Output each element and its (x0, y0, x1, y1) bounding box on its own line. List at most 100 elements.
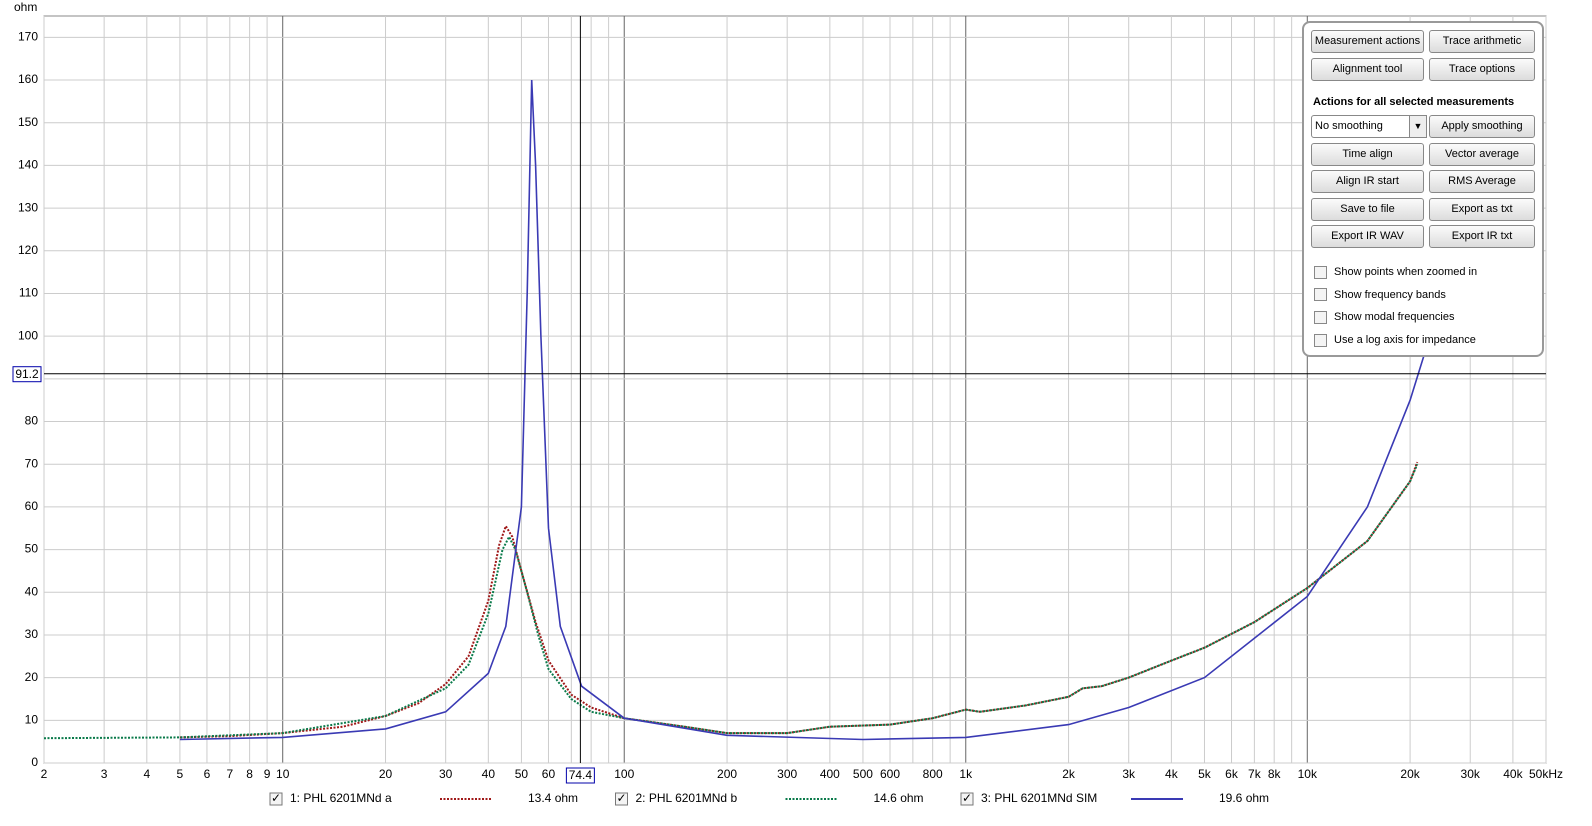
legend-label: 2: PHL 6201MNd b (636, 791, 738, 805)
series-line (44, 463, 1419, 740)
series-line (179, 461, 1419, 739)
x-tick-label: 6 (204, 767, 211, 781)
x-tick-label: 30k (1461, 767, 1481, 781)
y-unit: ohm (14, 0, 37, 14)
panel-button[interactable]: Trace options (1429, 58, 1535, 81)
x-tick-label: 3 (101, 767, 108, 781)
legend-readout: 19.6 ohm (1219, 791, 1269, 805)
x-tick-label: 7k (1248, 767, 1262, 781)
panel-button[interactable]: Trace arithmetic (1429, 30, 1535, 53)
actions-panel: No smoothing ▼ Actions for all selected … (1302, 21, 1544, 357)
y-tick-label: 140 (18, 158, 38, 172)
x-tick-label: 2k (1062, 767, 1076, 781)
legend-label: 1: PHL 6201MNd a (290, 791, 392, 805)
legend-readout: 14.6 ohm (874, 791, 924, 805)
cursor-y-label: 91.2 (15, 367, 39, 381)
x-tick-label: 60 (542, 767, 556, 781)
panel-option: Use a log axis for impedance (1314, 333, 1476, 347)
option-label: Show modal frequencies (1334, 311, 1455, 324)
x-tick-label: 8k (1268, 767, 1282, 781)
legend-check: ✓ (271, 791, 281, 805)
x-tick-label: 600 (880, 767, 900, 781)
cursor-x-label: 74.4 (569, 768, 593, 782)
cursor-x-box (565, 767, 595, 784)
x-tick-label: 40k (1503, 767, 1523, 781)
x-tick-label: 9 (264, 767, 271, 781)
x-tick-label: 50 (515, 767, 529, 781)
panel-button[interactable]: Export IR txt (1429, 225, 1535, 248)
panel-button[interactable]: RMS Average (1429, 170, 1535, 193)
option-checkbox[interactable] (1314, 333, 1327, 347)
option-checkbox[interactable] (1314, 310, 1327, 324)
y-tick-label: 110 (19, 286, 38, 300)
y-tick-label: 20 (25, 670, 39, 684)
grid (43, 16, 1547, 764)
option-label: Show frequency bands (1334, 288, 1446, 301)
x-tick-label: 1k (959, 767, 973, 781)
y-tick-label: 170 (18, 30, 38, 44)
y-tick-label: 130 (18, 200, 38, 214)
legend-check: ✓ (962, 791, 972, 805)
panel-button[interactable]: Apply smoothing (1429, 115, 1535, 138)
dropdown-arrow[interactable]: ▼ (1409, 115, 1427, 138)
panel-button[interactable]: Measurement actions (1311, 30, 1424, 53)
option-label: Show points when zoomed in (1334, 266, 1478, 278)
panel-button[interactable]: Time align (1311, 142, 1424, 166)
panel-button[interactable]: Alignment tool (1311, 58, 1424, 81)
plot-area (43, 15, 1547, 764)
smoothing-select[interactable]: No smoothing (1311, 115, 1426, 138)
x-tick-label: 2 (41, 767, 48, 781)
option-checkbox[interactable] (1314, 288, 1327, 302)
x-tick-label: 800 (923, 767, 943, 781)
x-tick-label: 4k (1165, 767, 1179, 781)
x-tick-label: 8 (246, 767, 253, 781)
x-tick-label: 6k (1225, 767, 1239, 781)
option-label: Use a log axis for impedance (1334, 334, 1476, 347)
y-tick-label: 30 (25, 627, 39, 641)
y-tick-label: 160 (18, 72, 38, 86)
x-tick-label: 200 (717, 767, 737, 781)
y-tick-label: 80 (25, 414, 39, 428)
panel-button[interactable]: Export as txt (1429, 197, 1535, 221)
x-tick-label: 300 (777, 767, 797, 781)
legend-checkbox[interactable] (615, 792, 628, 806)
x-tick-label: 5k (1198, 767, 1212, 781)
x-tick-label: 7 (226, 767, 233, 781)
cursor-y-box (12, 366, 42, 383)
y-tick-label: 70 (25, 456, 39, 470)
x-tick-label: 50kHz (1529, 767, 1563, 781)
x-tick-label: 3k (1122, 767, 1136, 781)
x-tick-label: 20 (379, 767, 393, 781)
panel-option: Show frequency bands (1314, 288, 1446, 302)
y-tick-label: 100 (18, 328, 38, 342)
panel-heading: Actions for all selected measurements (1313, 96, 1515, 108)
y-tick-label: 150 (18, 115, 38, 129)
panel-button[interactable]: Align IR start (1311, 170, 1424, 193)
x-tick-label: 400 (820, 767, 840, 781)
x-tick-label: 10 (276, 767, 290, 781)
y-tick-label: 40 (25, 584, 39, 598)
panel-option: Show modal frequencies (1314, 310, 1454, 324)
y-tick-label: 60 (25, 499, 39, 513)
legend-checkbox[interactable] (269, 792, 283, 806)
x-tick-label: 20k (1400, 767, 1420, 781)
y-tick-label: 0 (31, 755, 38, 769)
x-tick-label: 4 (143, 767, 150, 781)
legend-check: ✓ (617, 791, 627, 805)
panel-option: Show points when zoomed in (1314, 265, 1477, 279)
option-checkbox[interactable] (1314, 265, 1327, 279)
x-tick-label: 10k (1298, 767, 1318, 781)
series-line (179, 79, 1461, 741)
y-tick-label: 10 (25, 712, 39, 726)
x-tick-label: 40 (482, 767, 496, 781)
panel-button[interactable]: Export IR WAV (1311, 225, 1424, 248)
y-tick-label: 120 (18, 243, 38, 257)
x-tick-label: 100 (614, 767, 634, 781)
legend-checkbox[interactable] (960, 792, 974, 806)
x-tick-label: 5 (177, 767, 184, 781)
panel-button[interactable]: Vector average (1429, 142, 1535, 166)
panel-button[interactable]: Save to file (1311, 197, 1424, 221)
legend-readout: 13.4 ohm (528, 791, 578, 805)
